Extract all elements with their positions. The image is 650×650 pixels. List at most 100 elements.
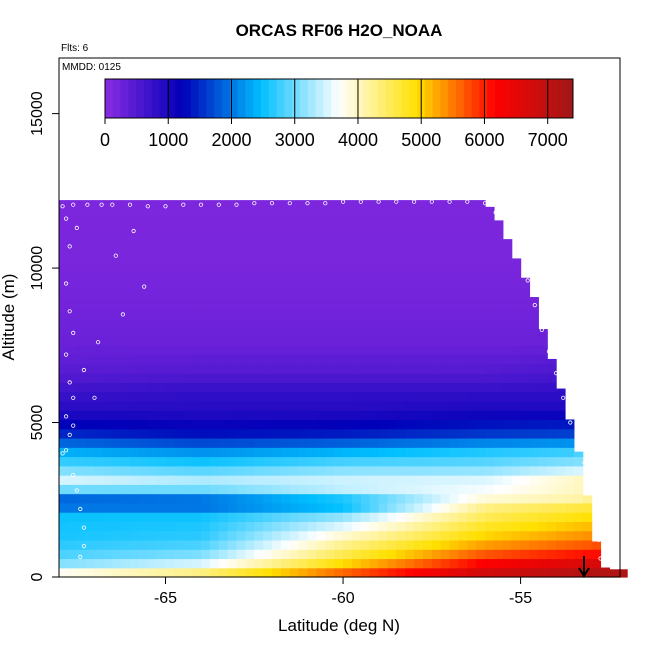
heatmap-cell <box>103 382 113 393</box>
track-point <box>120 312 126 317</box>
heatmap-cell <box>236 539 247 550</box>
heatmap-cell <box>227 456 238 467</box>
heatmap-cell <box>236 261 247 272</box>
heatmap-cell <box>156 437 167 448</box>
heatmap-cell <box>85 484 96 495</box>
heatmap-cell <box>280 502 291 513</box>
heatmap-cell <box>405 391 415 402</box>
heatmap-cell <box>85 530 96 541</box>
heatmap-cell <box>591 567 602 578</box>
heatmap-cell <box>493 521 504 532</box>
heatmap-cell <box>103 261 113 272</box>
heatmap-cell <box>130 484 140 495</box>
heatmap-cell <box>156 419 167 430</box>
heatmap-cell <box>156 363 167 374</box>
heatmap-cell <box>236 234 247 244</box>
heatmap-cell <box>130 558 140 569</box>
heatmap-cell <box>378 567 389 578</box>
heatmap-cell <box>449 373 460 383</box>
heatmap-cell <box>556 567 566 578</box>
heatmap-cell <box>138 317 149 328</box>
heatmap-cell <box>511 280 522 291</box>
heatmap-cell <box>378 308 389 319</box>
colorbar-swatch <box>159 79 168 118</box>
heatmap-cell <box>254 447 264 458</box>
heatmap-cell <box>254 326 264 337</box>
heatmap-cell <box>440 391 451 402</box>
heatmap-cell <box>263 419 273 430</box>
heatmap-cell <box>165 373 175 383</box>
heatmap-cell <box>307 200 318 207</box>
heatmap-cell <box>405 252 415 263</box>
heatmap-cell <box>467 224 477 235</box>
heatmap-cell <box>165 289 175 300</box>
track-point <box>71 423 76 428</box>
heatmap-cell <box>156 539 167 550</box>
heatmap-cell <box>351 298 362 309</box>
heatmap-cell <box>112 447 122 458</box>
heatmap-cell <box>538 512 548 522</box>
heatmap-cell <box>298 410 309 421</box>
heatmap-cell <box>343 465 353 476</box>
colorbar-swatch <box>495 79 504 118</box>
colorbar-tick-label: 4000 <box>338 130 378 150</box>
heatmap-cell <box>440 400 451 411</box>
heatmap-cell <box>502 521 513 532</box>
heatmap-cell <box>458 410 468 421</box>
heatmap-cell <box>192 558 202 569</box>
heatmap-cell <box>325 200 335 207</box>
track-point <box>81 525 87 530</box>
heatmap-cell <box>378 400 389 411</box>
heatmap-cell <box>334 261 344 272</box>
heatmap-cell <box>280 549 291 560</box>
heatmap-cell <box>493 567 504 578</box>
heatmap-cell <box>183 447 193 458</box>
heatmap-cell <box>351 512 362 522</box>
heatmap-cell <box>476 428 486 439</box>
heatmap-cell <box>236 475 247 485</box>
heatmap-cell <box>227 308 238 319</box>
heatmap-cell <box>351 200 362 207</box>
heatmap-cell <box>245 345 255 356</box>
heatmap-cell <box>298 224 309 235</box>
heatmap-cell <box>227 437 238 448</box>
heatmap-cell <box>564 549 575 560</box>
heatmap-cell <box>121 243 131 254</box>
heatmap-cell <box>67 493 78 504</box>
heatmap-cell <box>201 549 211 560</box>
heatmap-cell <box>405 326 415 337</box>
heatmap-cell <box>183 382 193 393</box>
heatmap-cell <box>59 289 69 300</box>
heatmap-cell <box>218 382 229 393</box>
heatmap-cell <box>325 234 335 244</box>
colorbar-swatch <box>432 79 441 118</box>
track-point <box>64 448 69 453</box>
heatmap-cell <box>387 336 397 346</box>
heatmap-cell <box>94 419 104 430</box>
heatmap-cell <box>476 419 486 430</box>
heatmap-cell <box>316 530 326 541</box>
heatmap-cell <box>280 465 291 476</box>
heatmap-cell <box>183 484 193 495</box>
heatmap-cell <box>130 215 140 226</box>
heatmap-cell <box>449 502 460 513</box>
heatmap-cell <box>431 447 442 458</box>
track-point <box>96 340 101 345</box>
heatmap-cell <box>493 428 504 439</box>
heatmap-cell <box>130 391 140 402</box>
heatmap-cell <box>449 336 460 346</box>
heatmap-cell <box>130 410 140 421</box>
heatmap-cell <box>564 558 575 569</box>
heatmap-cell <box>485 558 495 569</box>
heatmap-cell <box>396 206 406 217</box>
colorbar-swatch <box>549 79 558 118</box>
heatmap-cell <box>121 317 131 328</box>
heatmap-cell <box>538 484 548 495</box>
heatmap-cell <box>165 549 175 560</box>
heatmap-cell <box>192 410 202 421</box>
heatmap-cell <box>289 530 300 541</box>
heatmap-cell <box>201 558 211 569</box>
colorbar-swatch <box>378 79 387 118</box>
heatmap-cell <box>130 308 140 319</box>
heatmap-cell <box>387 206 397 217</box>
